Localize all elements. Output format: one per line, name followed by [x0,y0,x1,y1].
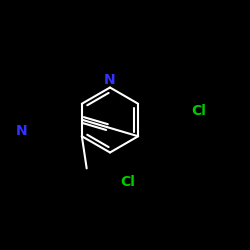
Text: Cl: Cl [120,176,135,190]
Text: N: N [104,73,116,87]
Text: N: N [16,124,27,138]
Text: Cl: Cl [191,104,206,118]
